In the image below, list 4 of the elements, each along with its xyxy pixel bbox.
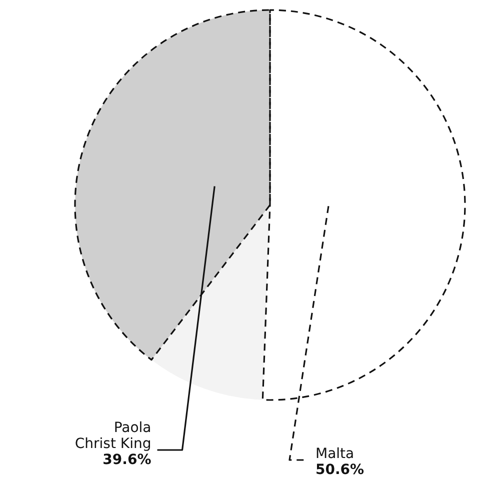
slice-label: Paola Christ King: [74, 420, 152, 452]
data-label: 39.6%: [102, 452, 152, 468]
data-label: 50.6%: [316, 462, 364, 478]
slice-label: Malta: [316, 446, 354, 462]
